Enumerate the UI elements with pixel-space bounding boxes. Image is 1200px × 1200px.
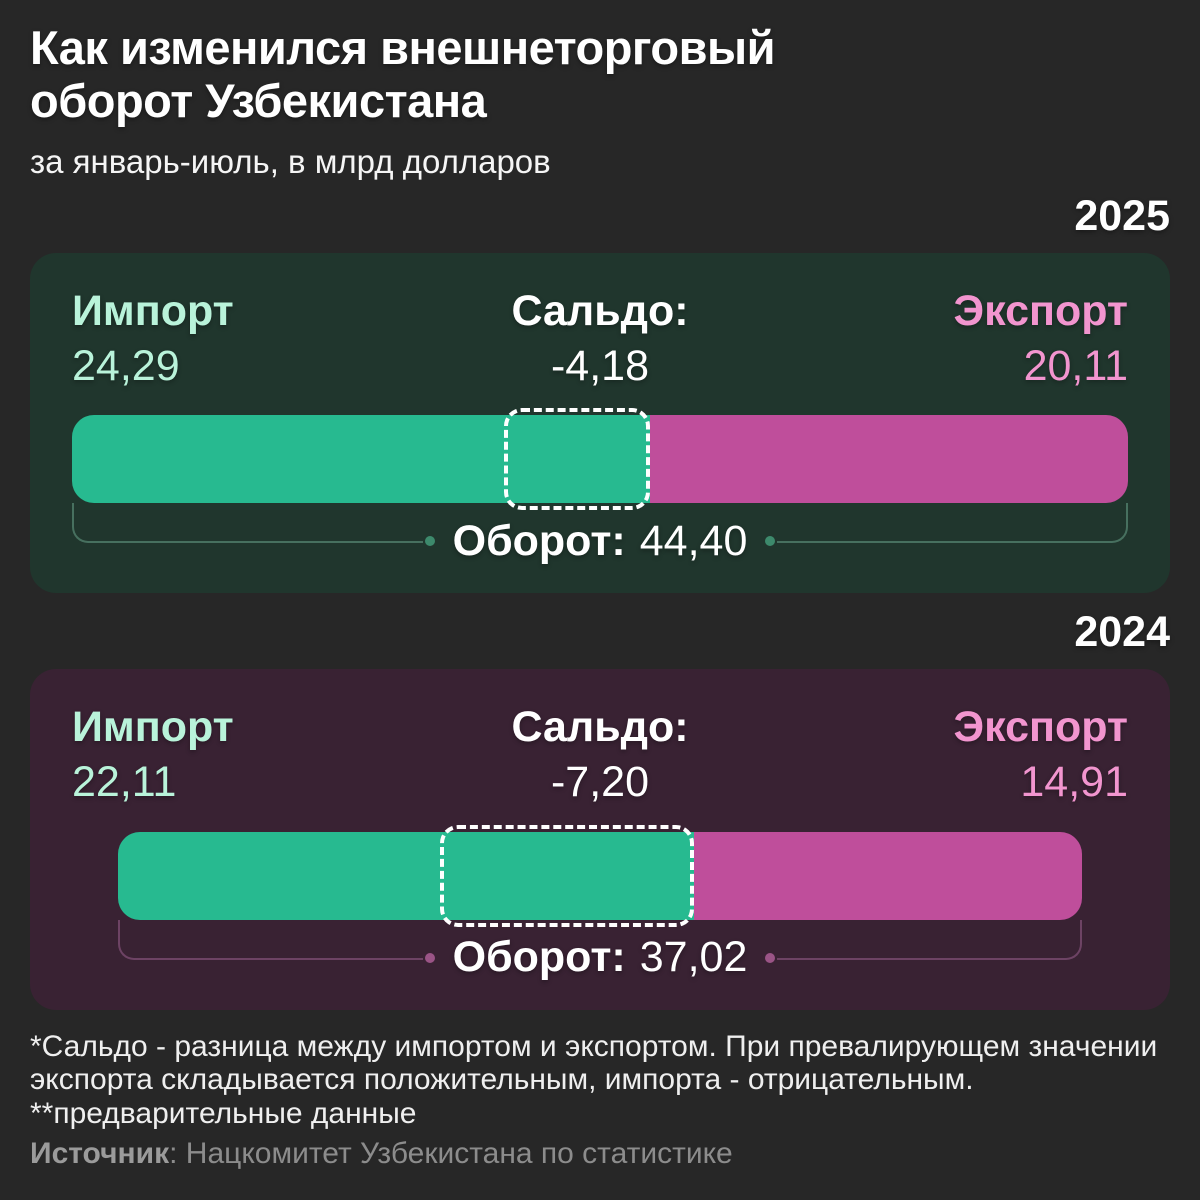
panel-2025: Импорт 24,29 Сальдо: -4,18 Экспорт 20,11 xyxy=(30,252,1170,594)
labels-row-2024: Импорт 22,11 Сальдо: -7,20 Экспорт 14,91 xyxy=(72,703,1128,808)
saldo-column: Сальдо: -7,20 xyxy=(424,703,776,808)
export-column: Экспорт 20,11 xyxy=(776,287,1128,392)
trade-bar-wrap xyxy=(72,408,1128,511)
import-value: 22,11 xyxy=(72,758,177,807)
labels-row-2025: Импорт 24,29 Сальдо: -4,18 Экспорт 20,11 xyxy=(72,287,1128,392)
infographic-page: Как изменился внешнеторговый оборот Узбе… xyxy=(30,21,1170,1172)
turnover-label: Оборот: xyxy=(452,516,626,565)
source-line: Источник: Нацкомитет Узбекистана по стат… xyxy=(30,1137,1170,1172)
trade-bar xyxy=(72,415,1128,504)
trade-bar-block-2024: Оборот: 37,02 xyxy=(117,824,1083,996)
bracket-dot-left xyxy=(424,952,435,963)
import-label: Импорт xyxy=(72,702,234,751)
saldo-label: Сальдо: xyxy=(511,286,689,335)
footnotes: *Сальдо - разница между импортом и экспо… xyxy=(30,1030,1170,1132)
page-subtitle: за январь-июль, в млрд долларов xyxy=(30,143,551,181)
panel-2024: Импорт 22,11 Сальдо: -7,20 Экспорт 14,91 xyxy=(30,668,1170,1010)
turnover-annotation: Оборот: 37,02 xyxy=(117,919,1083,996)
turnover-bracket-right xyxy=(777,919,1083,960)
year-label-2024: 2024 xyxy=(1074,608,1170,657)
page-title: Как изменился внешнеторговый оборот Узбе… xyxy=(30,21,930,127)
turnover-bracket-left xyxy=(117,919,423,960)
import-column: Импорт 24,29 xyxy=(72,287,424,392)
turnover-text: Оборот: 44,40 xyxy=(453,503,748,579)
saldo-dashed-box xyxy=(440,824,694,927)
import-label: Импорт xyxy=(72,286,234,335)
turnover-text: Оборот: 37,02 xyxy=(453,920,748,996)
export-label: Экспорт xyxy=(953,702,1128,751)
turnover-label: Оборот: xyxy=(452,933,626,982)
year-label-2025: 2025 xyxy=(1074,192,1170,241)
import-column: Импорт 22,11 xyxy=(72,703,424,808)
import-bar-segment xyxy=(72,415,650,504)
export-value: 14,91 xyxy=(1020,758,1128,807)
source-label: Источник xyxy=(30,1137,170,1171)
trade-bar-wrap xyxy=(117,824,1083,927)
saldo-dashed-box xyxy=(504,408,650,511)
saldo-column: Сальдо: -4,18 xyxy=(424,287,776,392)
turnover-value: 37,02 xyxy=(639,933,748,982)
bracket-dot-right xyxy=(765,952,776,963)
export-bar-segment xyxy=(649,415,1128,504)
footnote-preliminary-data: **предварительные данные xyxy=(30,1097,417,1131)
bracket-dot-left xyxy=(424,536,435,547)
export-label: Экспорт xyxy=(953,286,1128,335)
page-title-line-1: Как изменился внешнеторговый xyxy=(30,21,776,74)
source-text: : Нацкомитет Узбекистана по статистике xyxy=(169,1137,733,1171)
turnover-bracket-right xyxy=(777,503,1129,544)
saldo-value: -7,20 xyxy=(550,758,649,807)
export-bar-segment xyxy=(693,831,1083,920)
export-column: Экспорт 14,91 xyxy=(776,703,1128,808)
import-value: 24,29 xyxy=(72,341,180,390)
turnover-annotation: Оборот: 44,40 xyxy=(72,503,1129,579)
turnover-bracket-left xyxy=(72,503,423,544)
bracket-dot-right xyxy=(765,536,776,547)
trade-bar-block-2025: Оборот: 44,40 xyxy=(72,408,1129,579)
page-title-line-2: оборот Узбекистана xyxy=(30,73,487,127)
footnote-saldo-definition: *Сальдо - разница между импортом и экспо… xyxy=(30,1029,1158,1097)
export-value: 20,11 xyxy=(1023,341,1128,390)
import-bar-segment xyxy=(117,831,694,920)
saldo-value: -4,18 xyxy=(550,341,649,390)
trade-bar xyxy=(117,831,1083,920)
saldo-label: Сальдо: xyxy=(511,702,689,751)
turnover-value: 44,40 xyxy=(639,516,748,565)
